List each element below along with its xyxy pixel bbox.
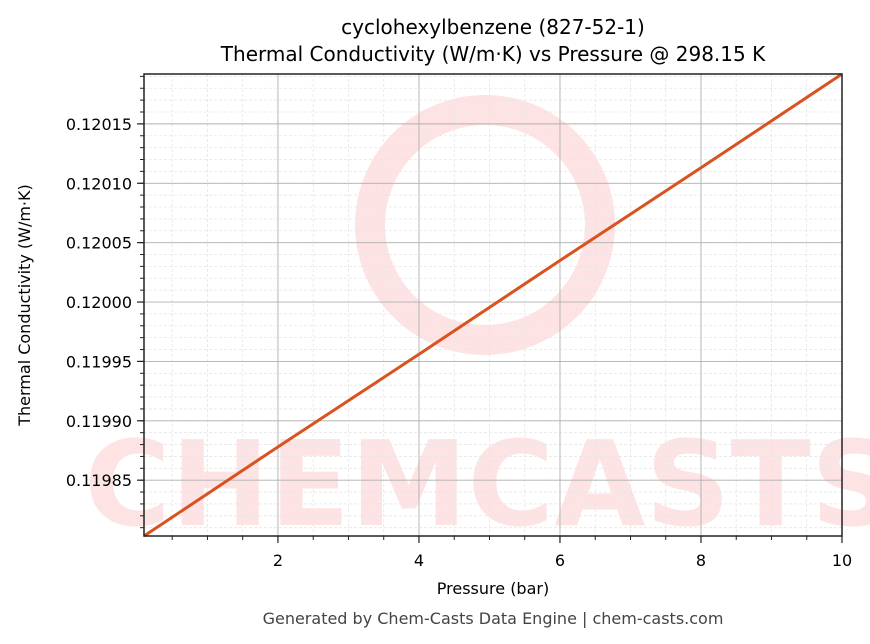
x-tick-label: 8 bbox=[696, 551, 706, 570]
plot-frame bbox=[143, 73, 843, 537]
x-tick-label: 4 bbox=[414, 551, 424, 570]
footer-credit: Generated by Chem-Casts Data Engine | ch… bbox=[263, 609, 724, 628]
y-tick-label: 0.12005 bbox=[66, 234, 132, 253]
y-tick-label: 0.12015 bbox=[66, 115, 132, 134]
x-axis: 2 4 6 8 10 bbox=[171, 536, 852, 570]
y-tick-label: 0.12010 bbox=[66, 174, 132, 193]
y-tick-label: 0.12000 bbox=[66, 293, 132, 312]
watermark-text: CHEMCASTS bbox=[84, 415, 870, 553]
x-tick-label: 2 bbox=[273, 551, 283, 570]
watermark-ring-icon bbox=[355, 95, 615, 355]
x-tick-label: 6 bbox=[555, 551, 565, 570]
chemcasts-watermark: CHEMCASTS bbox=[84, 95, 870, 553]
y-tick-label: 0.11995 bbox=[66, 352, 132, 371]
y-axis: 0.11985 0.11990 0.11995 0.12000 0.12005 0.120… bbox=[66, 75, 144, 529]
x-axis-label: Pressure (bar) bbox=[437, 579, 549, 598]
y-axis-label: Thermal Conductivity (W/m·K) bbox=[15, 184, 34, 427]
chart-title-line1: cyclohexylbenzene (827-52-1) bbox=[341, 15, 645, 39]
x-tick-label: 10 bbox=[832, 551, 852, 570]
thermal-conductivity-line bbox=[143, 72, 843, 538]
y-tick-label: 0.11990 bbox=[66, 412, 132, 431]
chart-title-line2: Thermal Conductivity (W/m·K) vs Pressure… bbox=[220, 42, 766, 66]
y-tick-label: 0.11985 bbox=[66, 471, 132, 490]
